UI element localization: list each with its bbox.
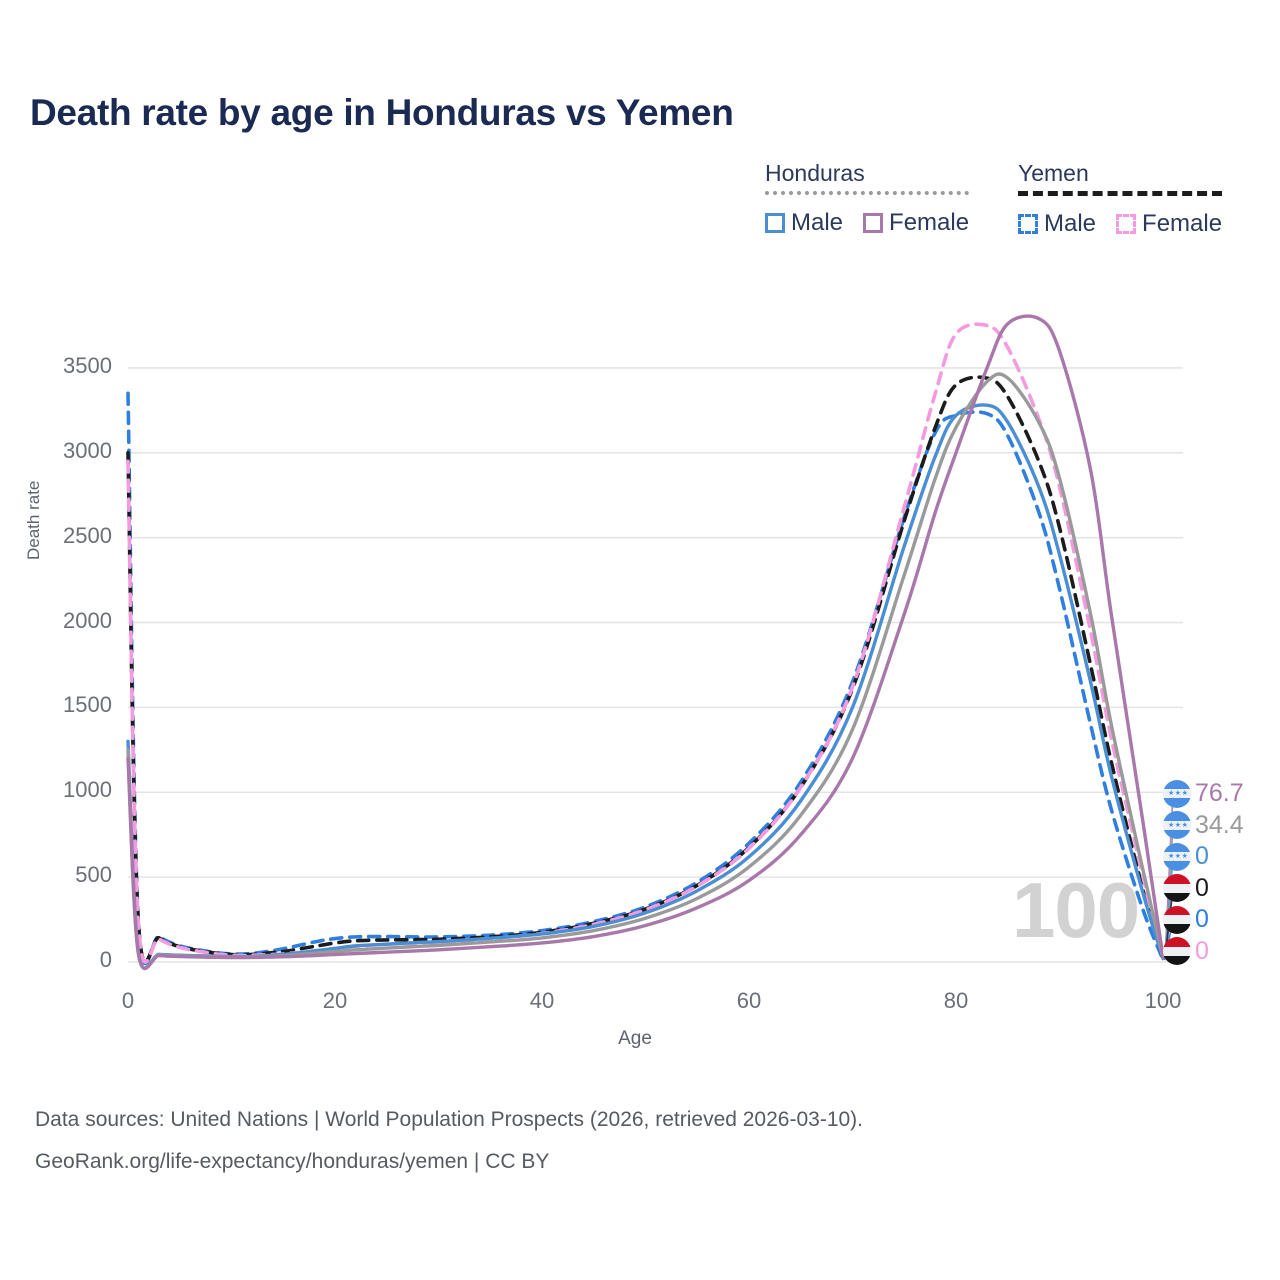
- footer-line-1: Data sources: United Nations | World Pop…: [35, 1108, 864, 1131]
- x-tick-label: 40: [529, 988, 555, 1013]
- legend-swatch-yemen-male: [1018, 214, 1038, 234]
- x-axis-label-text: Age: [618, 1028, 652, 1049]
- series-end-badge: 0: [1163, 904, 1244, 936]
- series-line: [126, 322, 1165, 964]
- y-tick-label: 3500: [63, 352, 112, 378]
- y-tick-label: 2000: [63, 607, 112, 633]
- legend-item-yemen-male[interactable]: Male: [1018, 210, 1096, 238]
- legend-item-yemen-female[interactable]: Female: [1116, 210, 1222, 238]
- page-title: Death rate by age in Honduras vs Yemen: [30, 92, 734, 133]
- legend-label-yemen-female: Female: [1142, 210, 1223, 237]
- yemen-flag-icon: [1163, 874, 1191, 903]
- legend-group-honduras: Honduras Male Female: [765, 160, 970, 237]
- honduras-flag-icon: ★★★ ★★: [1163, 842, 1191, 871]
- series-end-badge: 0: [1163, 936, 1244, 968]
- x-axis-label: Age: [0, 1028, 1280, 1050]
- series-line: [126, 391, 1165, 966]
- y-tick-label: 1000: [63, 777, 112, 803]
- legend-swatch-honduras-male: [765, 213, 785, 233]
- honduras-flag-icon: ★★★ ★★: [1163, 779, 1191, 808]
- yemen-flag-icon: [1163, 937, 1191, 966]
- legend-group-title-honduras: Honduras: [765, 160, 865, 186]
- legend-rule-honduras: [765, 191, 970, 199]
- watermark-age: 100: [1012, 866, 1140, 954]
- legend-label-honduras-female: Female: [889, 209, 970, 236]
- legend-group-yemen: Yemen Male Female: [1018, 160, 1223, 238]
- y-tick-label: 0: [99, 947, 112, 972]
- legend-item-honduras-male[interactable]: Male: [765, 209, 843, 237]
- series-line: [126, 403, 1165, 970]
- honduras-flag-icon: ★★★ ★★: [1163, 811, 1191, 840]
- series-end-badge: ★★★ ★★ 0: [1163, 841, 1244, 873]
- yemen-flag-icon: [1163, 905, 1191, 934]
- badge-value: 0: [1195, 936, 1209, 965]
- series-line: [126, 372, 1165, 971]
- legend-swatch-yemen-female: [1116, 214, 1137, 234]
- y-tick-label: 500: [75, 862, 112, 888]
- chart-legend: Honduras Male Female Yemen Male: [760, 160, 1250, 240]
- series-line: [126, 375, 1165, 964]
- series-line: [126, 314, 1165, 971]
- series-end-badge: ★★★ ★★ 76.7: [1163, 778, 1244, 810]
- x-tick-label: 20: [322, 988, 348, 1013]
- legend-rule-yemen: [1018, 191, 1223, 200]
- y-tick-label: 1500: [63, 692, 112, 718]
- x-tick-label: 80: [943, 988, 969, 1013]
- badge-value: 0: [1195, 842, 1209, 871]
- footer-line-2: GeoRank.org/life-expectancy/honduras/yem…: [35, 1150, 550, 1173]
- badge-value: 34.4: [1195, 810, 1244, 839]
- x-tick-label: 100: [1144, 988, 1182, 1013]
- legend-swatch-honduras-female: [863, 213, 884, 233]
- badge-value: 76.7: [1195, 779, 1244, 808]
- series-end-badges: ★★★ ★★ 76.7 ★★★ ★★ 34.4 ★★★ ★★ 0 0 0 0: [1163, 778, 1244, 967]
- x-tick-label: 60: [736, 988, 762, 1013]
- legend-label-honduras-male: Male: [791, 209, 844, 236]
- legend-item-honduras-female[interactable]: Female: [863, 209, 969, 237]
- x-tick-label: 0: [121, 988, 135, 1013]
- y-tick-label: 3000: [63, 437, 112, 463]
- series-end-badge: ★★★ ★★ 34.4: [1163, 810, 1244, 842]
- legend-group-title-yemen: Yemen: [1018, 160, 1089, 186]
- legend-label-yemen-male: Male: [1044, 210, 1097, 237]
- badge-value: 0: [1195, 873, 1209, 902]
- series-end-badge: 0: [1163, 873, 1244, 905]
- badge-value: 0: [1195, 905, 1209, 934]
- y-tick-label: 2500: [63, 522, 112, 548]
